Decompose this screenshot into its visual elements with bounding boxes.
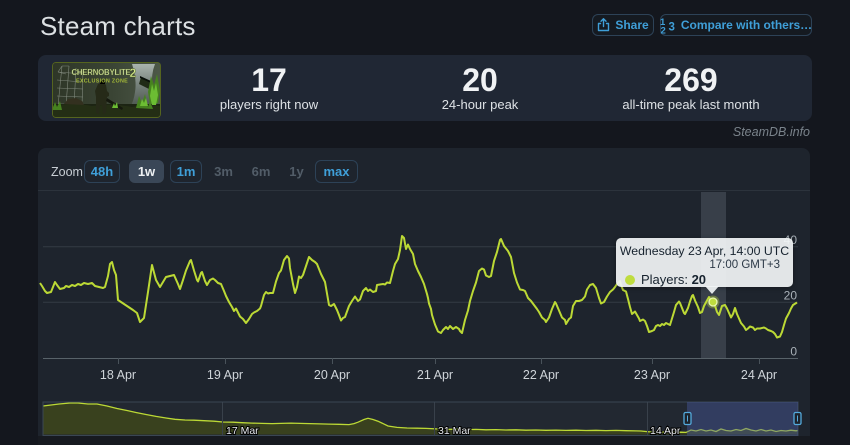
svg-text:14 Apr: 14 Apr	[650, 425, 681, 437]
svg-text:EXCLUSION ZONE: EXCLUSION ZONE	[76, 79, 128, 85]
svg-text:24 Apr: 24 Apr	[741, 368, 777, 382]
svg-text:2: 2	[660, 25, 665, 34]
svg-text:2: 2	[130, 66, 137, 80]
svg-text:0: 0	[790, 345, 797, 359]
svg-text:20 Apr: 20 Apr	[314, 368, 350, 382]
svg-text:18 Apr: 18 Apr	[100, 368, 136, 382]
svg-text:23 Apr: 23 Apr	[634, 368, 670, 382]
svg-text:17 Mar: 17 Mar	[226, 425, 259, 437]
svg-text:3: 3	[668, 21, 674, 33]
svg-text:22 Apr: 22 Apr	[523, 368, 559, 382]
svg-text:21 Apr: 21 Apr	[417, 368, 453, 382]
svg-text:1: 1	[660, 17, 666, 28]
svg-text:20: 20	[784, 289, 798, 303]
svg-text:31 Mar: 31 Mar	[438, 425, 471, 437]
svg-text:CHERNOBYLITE: CHERNOBYLITE	[71, 68, 130, 77]
svg-text:19 Apr: 19 Apr	[207, 368, 243, 382]
